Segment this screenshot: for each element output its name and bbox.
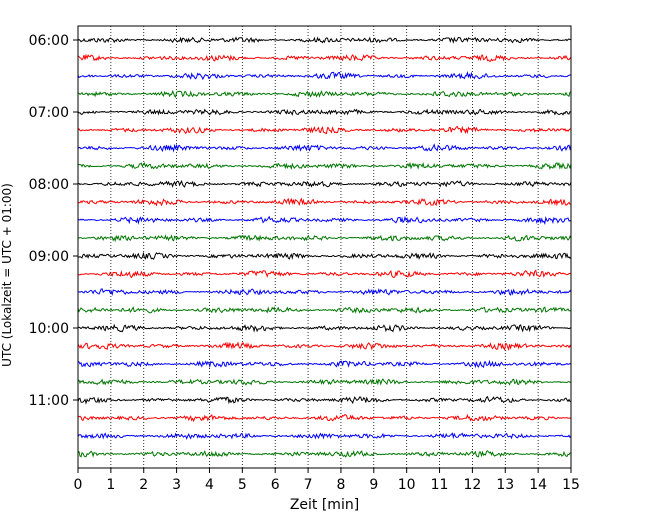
trace-line-23	[77, 449, 572, 458]
trace-line-4	[77, 108, 572, 116]
trace-line-21	[77, 413, 572, 423]
trace-line-5	[77, 125, 572, 135]
trace-line-0	[77, 36, 572, 44]
trace-line-16	[77, 323, 572, 333]
y-axis-label: UTC (Lokalzeit = UTC + 01:00)	[0, 183, 14, 367]
y-axis-ticks: 06:00 07:00 08:00 09:00 10:00 11:00	[29, 33, 78, 409]
trace-line-7	[77, 161, 572, 171]
plot-frame	[77, 25, 572, 469]
trace-line-15	[77, 306, 572, 314]
x-tick-label: 3	[172, 477, 181, 493]
trace-line-20	[77, 396, 572, 405]
trace-line-12	[77, 251, 572, 261]
x-tick-label: 13	[496, 477, 514, 493]
y-tick-label: 07:00	[29, 105, 69, 121]
x-tick-label: 9	[369, 477, 378, 493]
x-tick-label: 7	[304, 477, 313, 493]
trace-line-8	[77, 179, 572, 188]
y-tick-label: 06:00	[29, 33, 69, 49]
y-tick-label: 09:00	[29, 249, 69, 265]
x-tick-label: 12	[463, 477, 481, 493]
trace-line-11	[77, 234, 572, 243]
y-tick-label: 10:00	[29, 321, 69, 337]
trace-line-19	[77, 378, 572, 386]
trace-line-3	[77, 90, 572, 99]
x-tick-label: 1	[106, 477, 115, 493]
x-tick-label: 8	[336, 477, 345, 493]
x-tick-label: 15	[562, 477, 580, 493]
trace-line-17	[77, 341, 572, 351]
x-tick-label: 0	[74, 477, 83, 493]
x-tick-label: 5	[238, 477, 247, 493]
x-tick-label: 4	[205, 477, 214, 493]
x-tick-label: 10	[398, 477, 416, 493]
trace-line-13	[77, 269, 572, 279]
y-tick-label: 08:00	[29, 177, 69, 193]
trace-group	[77, 36, 572, 458]
x-axis-ticks: 0 1 2 3 4 5 6 7 8 9 10 11 12 13 14 15	[74, 468, 580, 493]
x-tick-label: 2	[139, 477, 148, 493]
x-tick-label: 14	[529, 477, 547, 493]
trace-line-10	[77, 215, 572, 226]
trace-line-14	[78, 288, 572, 296]
trace-line-1	[77, 53, 572, 62]
trace-line-22	[77, 432, 572, 440]
x-tick-label: 6	[271, 477, 280, 493]
x-tick-label: 11	[431, 477, 449, 493]
x-axis-label: Zeit [min]	[290, 497, 359, 513]
trace-line-18	[77, 359, 572, 369]
y-tick-label: 11:00	[29, 393, 69, 409]
trace-line-2	[77, 71, 572, 81]
trace-line-9	[77, 197, 572, 207]
trace-line-6	[77, 143, 572, 153]
